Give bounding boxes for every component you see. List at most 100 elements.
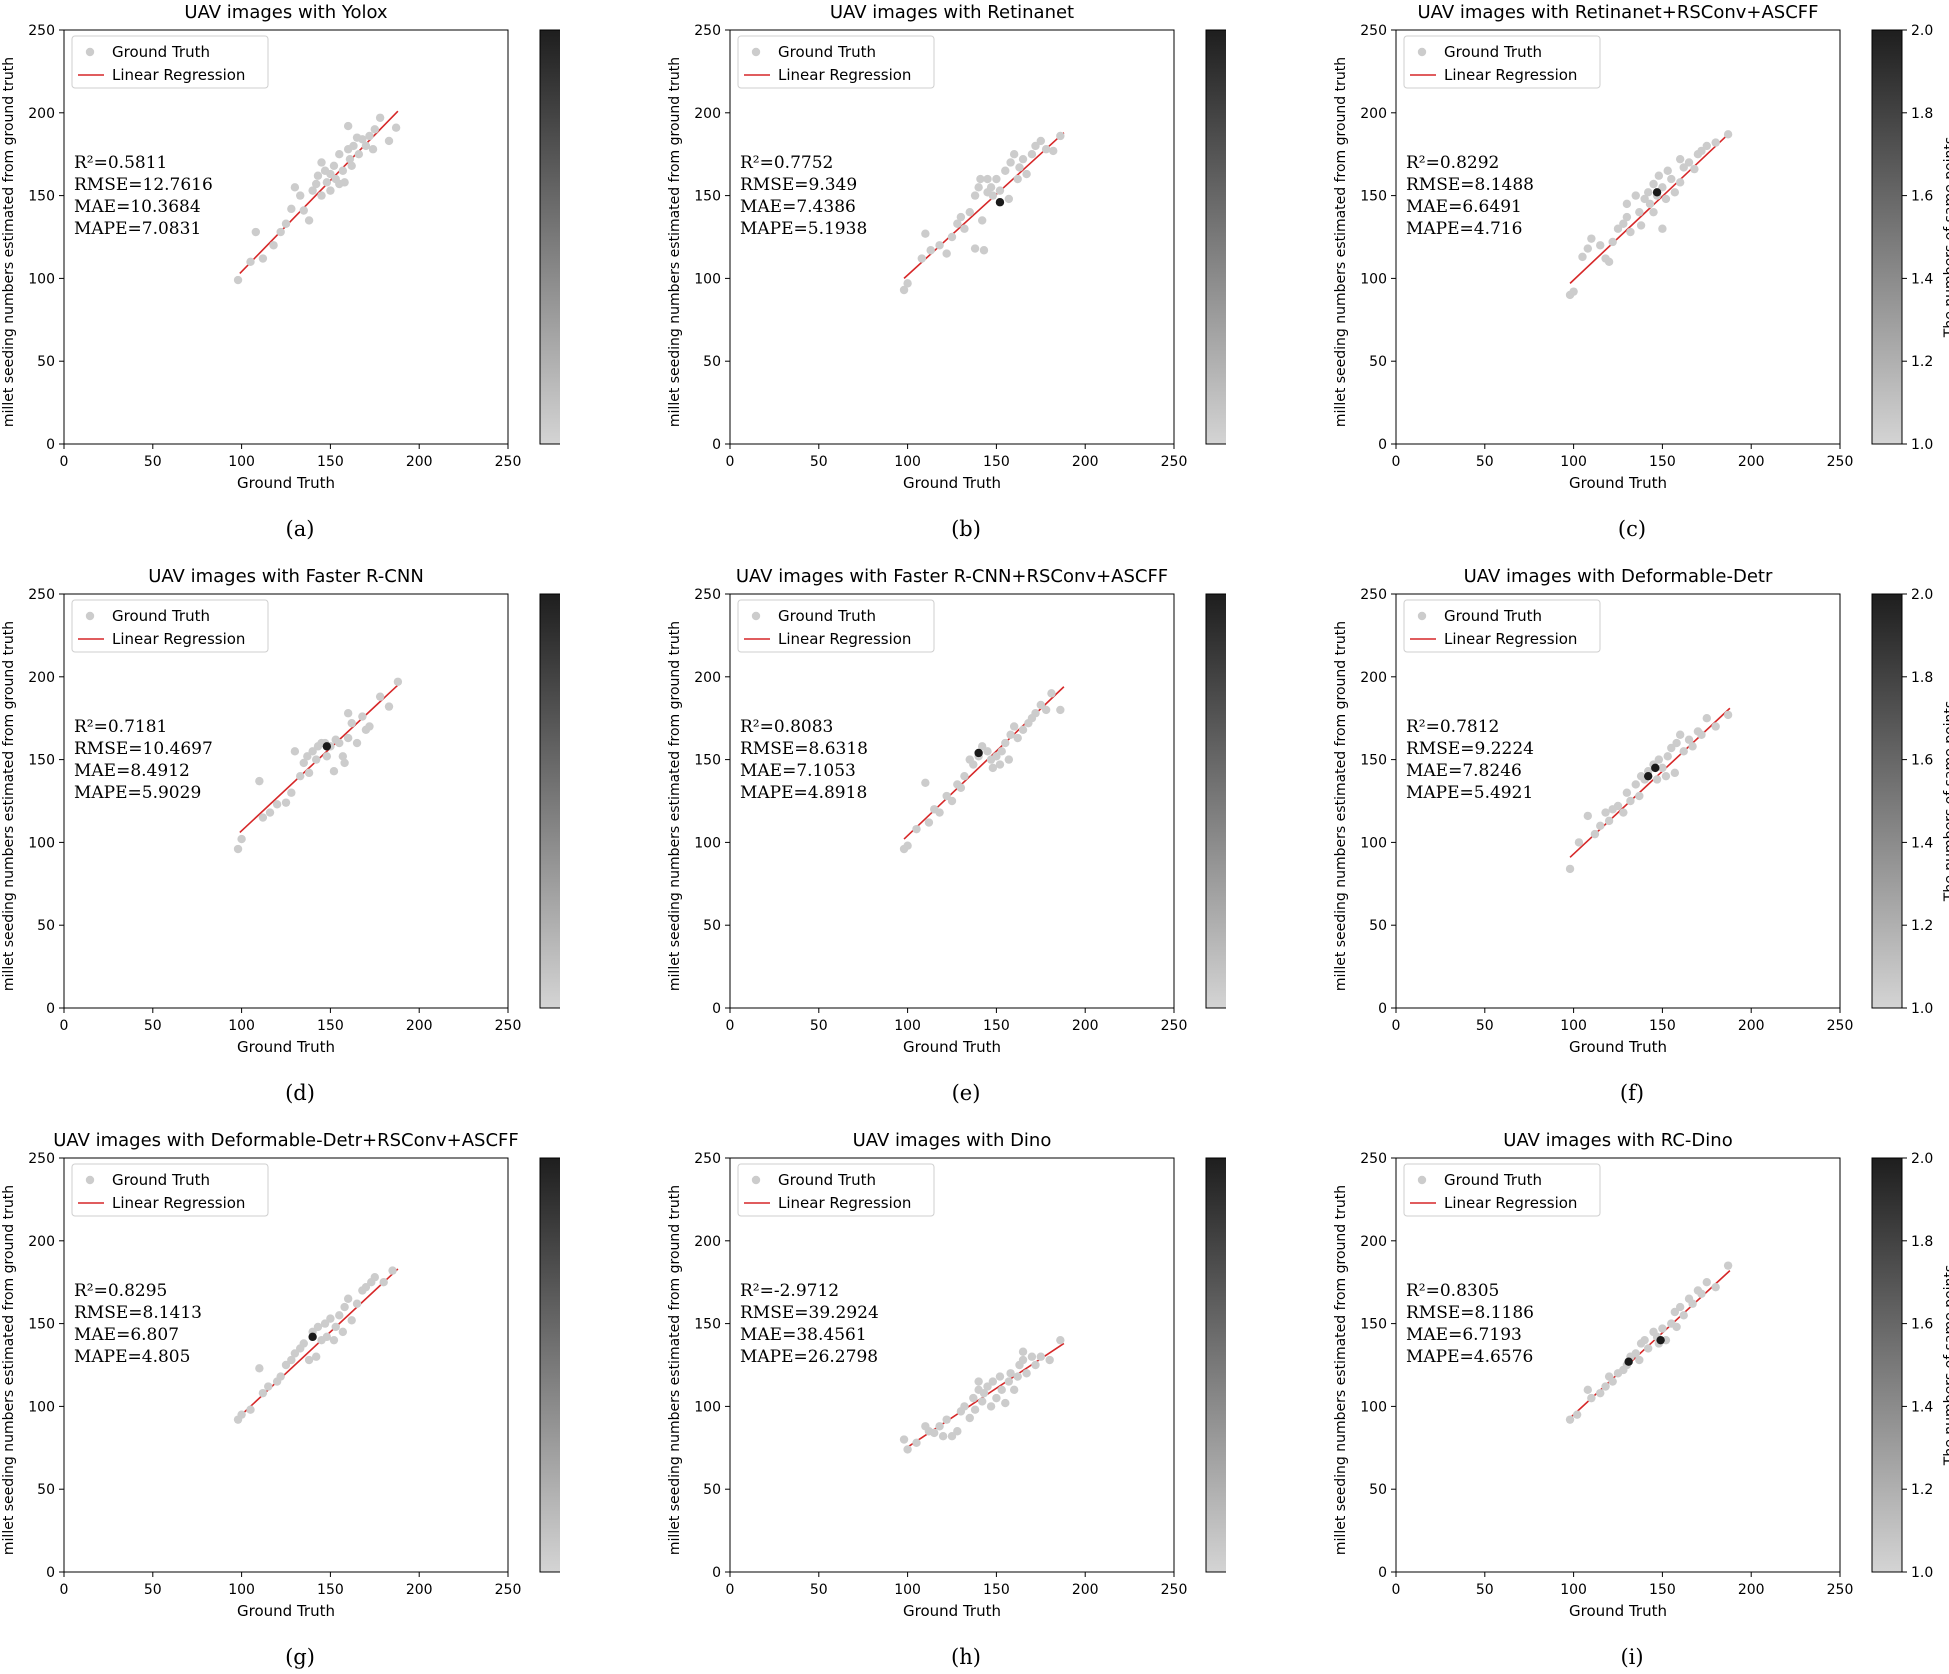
data-point: [1001, 738, 1010, 748]
data-point: [992, 174, 1001, 184]
y-tick-label: 250: [1360, 23, 1387, 39]
x-tick-label: 250: [1161, 454, 1188, 470]
y-tick-label: 0: [1378, 437, 1387, 453]
data-point: [1031, 141, 1040, 151]
data-point: [329, 161, 339, 170]
y-tick-label: 150: [694, 1317, 721, 1333]
chart-title: UAV images with Retinanet+RSConv+ASCFF: [1417, 2, 1818, 23]
x-tick-label: 50: [810, 1582, 828, 1598]
data-point: [942, 1415, 951, 1424]
y-tick-label: 150: [28, 189, 55, 205]
metric-annotation: RMSE=9.349: [740, 175, 857, 195]
y-tick-label: 100: [1360, 835, 1387, 851]
data-point: [1596, 1388, 1605, 1398]
data-point: [338, 1327, 348, 1337]
colorbar: [1205, 29, 1226, 445]
data-point: [296, 771, 305, 781]
metric-annotation: RMSE=8.1186: [1406, 1303, 1534, 1323]
chart-panel-g: UAV images with Deformable-Detr+RSConv+A…: [1, 1130, 560, 1669]
data-point-duplicate: [1652, 188, 1662, 197]
metric-annotation: MAE=7.8246: [1406, 761, 1522, 781]
data-point: [258, 813, 268, 822]
data-point: [358, 135, 367, 144]
data-point: [304, 216, 314, 225]
y-tick-label: 50: [37, 918, 55, 934]
metric-annotation: RMSE=10.4697: [74, 739, 213, 759]
metric-annotation: MAPE=5.4921: [1406, 783, 1533, 803]
data-point: [1013, 1372, 1022, 1381]
metric-annotation: MAPE=5.1938: [740, 219, 867, 239]
data-point: [976, 174, 985, 184]
data-point: [1658, 763, 1667, 773]
y-axis-label: millet seeding numbers estimated from gr…: [1, 57, 17, 427]
data-point: [375, 113, 385, 122]
legend-point-marker: [1417, 611, 1427, 621]
data-point: [912, 1438, 921, 1448]
x-tick-label: 200: [1738, 454, 1765, 470]
x-tick-label: 200: [1072, 1018, 1099, 1034]
data-point: [1583, 1385, 1593, 1395]
x-tick-label: 150: [1649, 1582, 1676, 1598]
colorbar: [1871, 29, 1903, 445]
data-point: [1049, 146, 1058, 156]
y-tick-label: 200: [28, 1234, 55, 1250]
data-point: [1672, 1322, 1681, 1332]
data-point: [311, 179, 321, 189]
data-point: [1723, 1261, 1733, 1270]
y-tick-label: 200: [28, 670, 55, 686]
data-point: [335, 1311, 344, 1320]
data-point: [391, 123, 401, 132]
data-point: [1006, 158, 1015, 167]
legend-box: [737, 599, 935, 653]
data-point: [375, 692, 385, 701]
data-point: [979, 246, 989, 255]
data-point: [1056, 131, 1065, 141]
y-tick-label: 250: [28, 1151, 55, 1167]
colorbar-label: The numbers of same points: [1942, 137, 1949, 338]
data-point: [1590, 829, 1600, 839]
data-point: [281, 1360, 291, 1370]
data-point: [331, 1322, 340, 1332]
x-tick-label: 50: [1476, 454, 1494, 470]
x-tick-label: 250: [1161, 1018, 1188, 1034]
data-point: [1569, 287, 1578, 296]
y-axis-label: millet seeding numbers estimated from gr…: [667, 621, 683, 991]
metric-annotation: MAPE=4.8918: [740, 783, 867, 803]
data-point: [977, 1397, 987, 1406]
colorbar-tick-label: 1.6: [1911, 1317, 1933, 1333]
legend-point-marker: [751, 611, 761, 621]
x-axis-label: Ground Truth: [1569, 474, 1667, 492]
metric-annotation: RMSE=8.1488: [1406, 175, 1534, 195]
data-point: [1045, 1355, 1054, 1365]
data-point: [997, 1385, 1006, 1395]
data-point: [347, 1316, 356, 1325]
y-tick-label: 200: [1360, 1234, 1387, 1250]
regression-line: [903, 686, 1065, 840]
y-tick-label: 200: [1360, 106, 1387, 122]
data-point-duplicate: [308, 1332, 317, 1342]
data-point-duplicate: [1643, 771, 1653, 781]
x-axis-label: Ground Truth: [237, 474, 335, 492]
data-point: [246, 257, 255, 267]
data-point: [1631, 191, 1640, 200]
y-axis-label: millet seeding numbers estimated from gr…: [1, 1185, 17, 1555]
legend-box: [737, 35, 935, 89]
y-tick-label: 150: [1360, 753, 1387, 769]
x-tick-label: 200: [1738, 1018, 1765, 1034]
data-point: [1027, 150, 1037, 159]
x-tick-label: 250: [1161, 1582, 1188, 1598]
data-point: [276, 227, 285, 237]
data-point: [947, 1432, 957, 1441]
data-point: [335, 738, 344, 748]
metric-annotation: MAE=8.4912: [74, 761, 190, 781]
plot-frame: [63, 593, 509, 1009]
data-point: [1587, 234, 1596, 243]
metric-annotation: R²=0.7752: [740, 153, 833, 173]
colorbar-tick-label: 1.6: [1911, 189, 1933, 205]
data-point: [1036, 136, 1045, 146]
x-tick-label: 100: [1560, 454, 1587, 470]
data-point: [1702, 1278, 1711, 1287]
data-point: [1688, 742, 1697, 751]
data-point: [1619, 808, 1628, 817]
